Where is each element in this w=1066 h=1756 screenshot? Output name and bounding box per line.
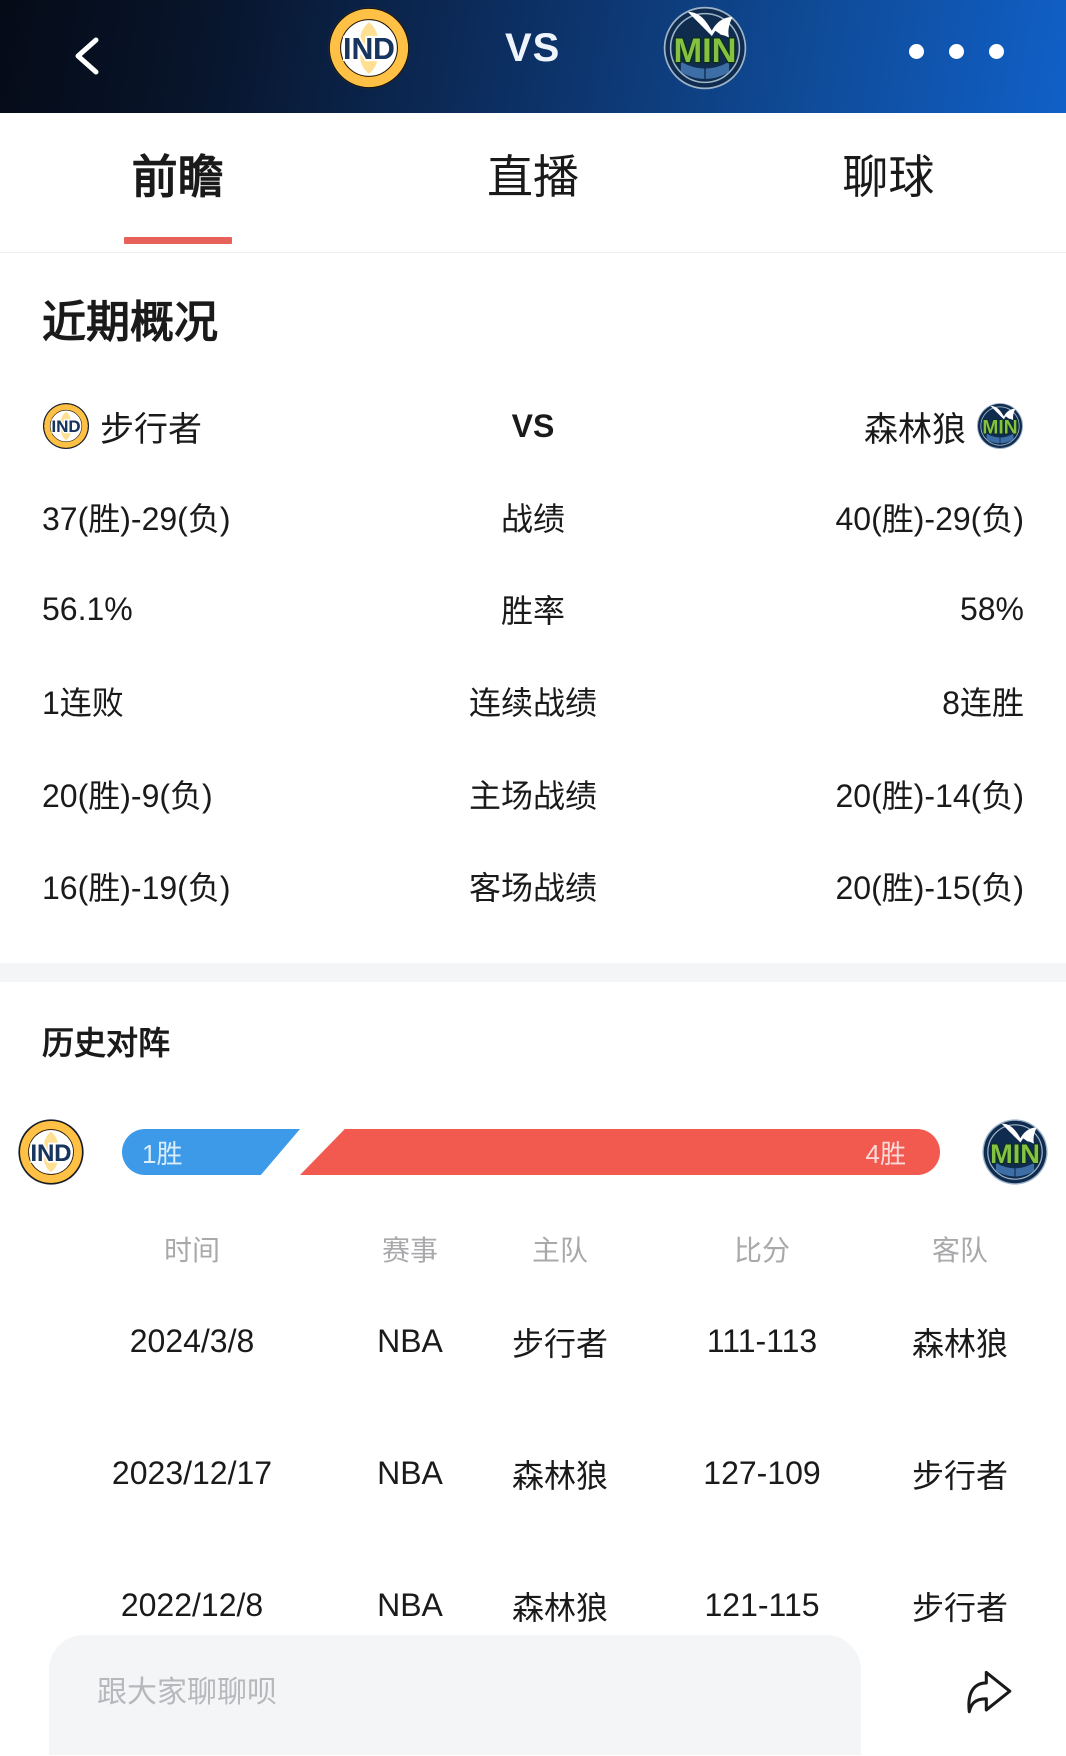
svg-text:IND: IND [343,33,395,66]
svg-text:MIN: MIN [673,32,736,70]
svg-text:IND: IND [52,417,81,436]
svg-text:IND: IND [31,1140,72,1167]
svg-text:MIN: MIN [990,1138,1040,1169]
svg-text:MIN: MIN [982,418,1017,439]
